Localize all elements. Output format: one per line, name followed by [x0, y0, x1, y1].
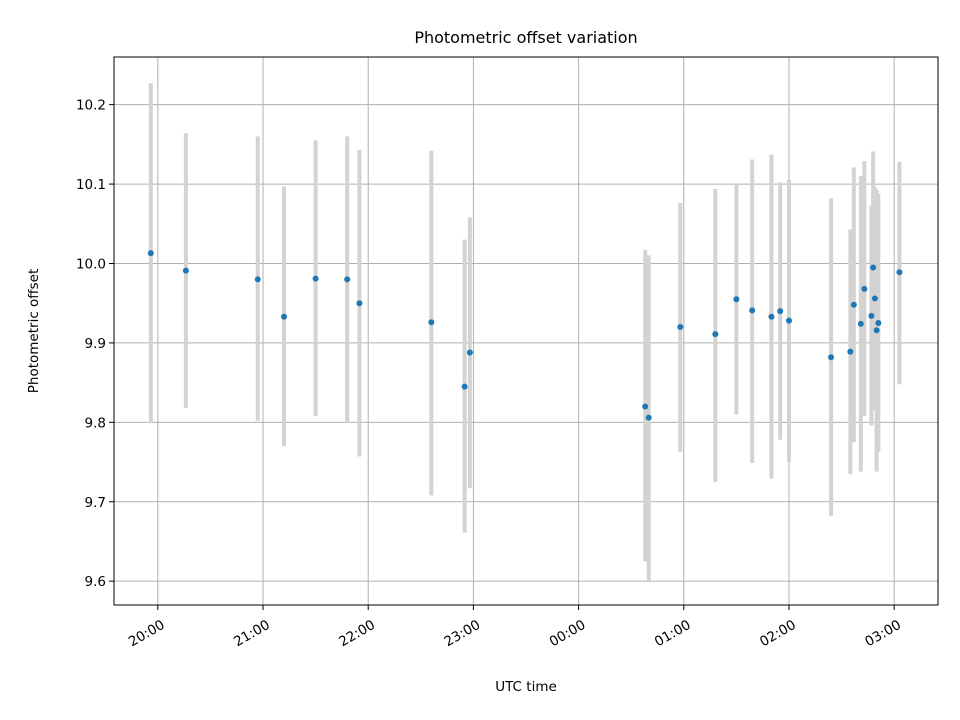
data-point: [857, 320, 864, 327]
data-point: [356, 300, 363, 307]
x-axis-label: UTC time: [495, 679, 557, 695]
data-point: [712, 331, 719, 338]
y-tick-label: 10.2: [76, 98, 106, 114]
data-point: [281, 313, 288, 320]
grid: [114, 57, 938, 605]
data-point: [875, 320, 882, 327]
data-point: [870, 264, 877, 271]
y-tick-label: 10.0: [76, 256, 106, 272]
data-point: [466, 349, 473, 356]
y-axis: 9.6 9.7 9.8 9.9 10.0 10.1 10.2: [76, 98, 114, 590]
data-point: [312, 275, 319, 282]
data-point: [344, 276, 351, 283]
plot-frame: [113, 56, 939, 606]
data-point: [847, 348, 854, 355]
data-point: [768, 313, 775, 320]
data-point: [873, 327, 880, 334]
chart-title: Photometric offset variation: [414, 28, 637, 47]
data-point: [777, 308, 784, 315]
data-point: [428, 319, 435, 326]
data-point: [461, 383, 468, 390]
data-point: [645, 414, 652, 421]
data-point: [850, 301, 857, 308]
data-point: [182, 267, 189, 274]
data-point: [868, 312, 875, 319]
data-point: [254, 276, 261, 283]
data-point: [749, 307, 756, 314]
data-point: [642, 403, 649, 410]
y-tick-label: 9.9: [85, 336, 106, 352]
data-point: [871, 295, 878, 302]
data-point: [677, 324, 684, 331]
data-point: [861, 285, 868, 292]
data-point: [828, 354, 835, 361]
y-tick-label: 9.7: [85, 495, 106, 511]
data-point: [896, 269, 903, 276]
y-tick-label: 9.6: [85, 574, 106, 590]
data-point: [147, 250, 154, 257]
y-tick-label: 10.1: [76, 177, 106, 193]
y-axis-label: Photometric offset: [26, 269, 42, 393]
data-point: [785, 317, 792, 324]
y-tick-label: 9.8: [85, 415, 106, 431]
data-point: [733, 296, 740, 303]
data-points: [147, 250, 903, 421]
